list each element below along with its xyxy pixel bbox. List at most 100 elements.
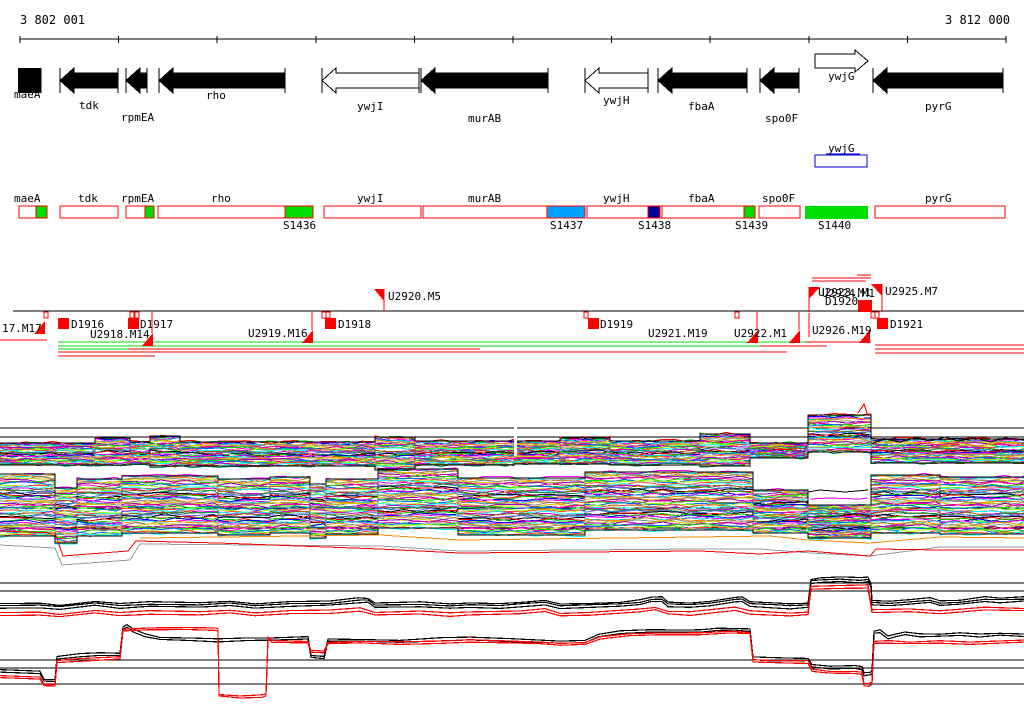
marker-U2924.M1[interactable]: U2924.M1: [822, 287, 875, 300]
gene-glyph[interactable]: [158, 66, 286, 95]
gene-box-ywjH[interactable]: ywjH S1438: [586, 192, 671, 232]
marker-U2925.M7[interactable]: U2925.M7: [871, 284, 938, 312]
marker-flag-icon[interactable]: [871, 284, 882, 296]
marker-square-icon[interactable]: [877, 318, 888, 329]
marker-triangle-icon[interactable]: [789, 330, 800, 343]
probe-tick[interactable]: [734, 311, 740, 319]
marker-D1919[interactable]: D1919: [588, 318, 633, 331]
gene-box-label-rho: rho: [211, 192, 231, 205]
stray-trace: [0, 530, 1024, 557]
marker-label-D1916: D1916: [71, 318, 104, 331]
gene-box-label-maeA: maeA: [14, 192, 41, 205]
marker-label-D1917: D1917: [140, 318, 173, 331]
marker-D1917[interactable]: D1917: [128, 318, 173, 331]
probe-tick[interactable]: [870, 311, 876, 319]
profile-envelope: [0, 527, 1024, 544]
marker-flag-icon[interactable]: [809, 287, 820, 299]
gene-box-rect[interactable]: [874, 205, 1006, 219]
gene-box-tdk[interactable]: tdk: [59, 192, 119, 219]
profile-trace: [0, 414, 1024, 447]
probe-tick[interactable]: [321, 311, 327, 319]
ruler-end-label: 3 812 000: [945, 13, 1011, 27]
probe-tick[interactable]: [134, 311, 140, 319]
gene-box-fbaA[interactable]: fbaA S1439: [661, 192, 768, 232]
segment-block[interactable]: [805, 206, 868, 219]
marker-U2922.M1[interactable]: U2922.M1: [734, 312, 800, 343]
gene-arrow-spo0F[interactable]: spo0F: [759, 66, 800, 125]
gene-arrow-maeA[interactable]: maeA: [14, 68, 42, 101]
probe-tick[interactable]: [43, 311, 49, 319]
marker-U2923.M1[interactable]: U2923.M1: [808, 286, 871, 312]
gene-arrow-fbaA[interactable]: fbaA: [657, 66, 748, 113]
marker-D1916[interactable]: D1916: [58, 318, 104, 331]
gene-box-rect[interactable]: [758, 205, 801, 219]
gene-box-spo0F[interactable]: spo0F: [758, 192, 801, 219]
probe-tick[interactable]: [874, 311, 880, 319]
gene-arrow-murAB[interactable]: murAB: [420, 66, 549, 125]
marker-square-icon[interactable]: [58, 318, 69, 329]
gene-box-label-pyrG: pyrG: [925, 192, 952, 205]
marker-label-U2918.M14: U2918.M14: [90, 328, 150, 341]
marker-D1920[interactable]: D1920: [825, 295, 872, 312]
gene-box-rho[interactable]: rho S1436: [157, 192, 316, 232]
gene-glyph[interactable]: [420, 66, 549, 95]
marker-square-icon[interactable]: [128, 318, 139, 329]
marker-flag-icon[interactable]: [374, 289, 384, 301]
gene-arrow-pyrG[interactable]: pyrG: [872, 66, 1004, 113]
marker-D1921[interactable]: D1921: [877, 318, 923, 331]
profile-trace: [0, 430, 1024, 456]
marker-triangle-icon[interactable]: [302, 330, 313, 343]
gene-box-maeA[interactable]: maeA: [14, 192, 48, 219]
marker-17.M17[interactable]: 17.M17: [2, 321, 45, 335]
gene-box-murAB[interactable]: murAB S1437: [422, 192, 586, 232]
gene-glyph[interactable]: [872, 66, 1004, 95]
marker-label-17.M17: 17.M17: [2, 322, 42, 335]
marker-U2918.M14[interactable]: U2918.M14: [90, 312, 153, 346]
marker-U2921.M19[interactable]: U2921.M19: [648, 312, 758, 343]
gene-box-rpmEA[interactable]: rpmEA: [121, 192, 155, 219]
marker-U2919.M16[interactable]: U2919.M16: [248, 312, 313, 343]
marker-square-icon[interactable]: [588, 318, 599, 329]
gene-glyph[interactable]: [59, 66, 119, 95]
gene-label-ywjH: ywjH: [603, 94, 630, 107]
gene-glyph[interactable]: [321, 66, 420, 95]
marker-U2926.M19[interactable]: U2926.M19: [808, 313, 872, 343]
marker-label-U2925.M7: U2925.M7: [885, 285, 938, 298]
marker-D1918[interactable]: D1918: [325, 318, 371, 331]
marker-triangle-icon[interactable]: [34, 321, 45, 334]
ruler-start-label: 3 802 001: [20, 13, 86, 27]
marker-square-icon[interactable]: [325, 318, 336, 329]
gene-glyph[interactable]: [759, 66, 800, 95]
profile-trace: [0, 425, 1024, 453]
marker-square-icon[interactable]: [858, 300, 872, 312]
gene-box-rect[interactable]: [59, 205, 119, 219]
marker-U2920.M5[interactable]: U2920.M5: [374, 289, 441, 311]
marker-triangle-icon[interactable]: [747, 330, 758, 343]
gene-glyph[interactable]: [584, 66, 649, 95]
marker-label-D1918: D1918: [338, 318, 371, 331]
marker-triangle-icon[interactable]: [142, 333, 153, 346]
gene-box-ywjI[interactable]: ywjI: [323, 192, 422, 219]
gene-arrow-ywjG[interactable]: ywjG: [814, 48, 869, 83]
ywjg-annotation-box[interactable]: [814, 154, 868, 168]
probe-tick[interactable]: [129, 311, 135, 319]
gene-glyph[interactable]: [657, 66, 748, 95]
gene-arrow-ywjI[interactable]: ywjI: [321, 66, 420, 113]
marker-triangle-icon[interactable]: [859, 330, 870, 343]
probe-tick[interactable]: [325, 311, 331, 319]
probe-tick[interactable]: [583, 311, 589, 319]
gene-arrow-rpmEA[interactable]: rpmEA: [121, 66, 154, 124]
gene-box-S1440[interactable]: S1440: [805, 206, 868, 232]
gene-arrow-tdk[interactable]: tdk: [59, 66, 119, 112]
ywjg-annotation[interactable]: ywjG: [814, 142, 868, 168]
gene-glyph[interactable]: [814, 48, 869, 74]
gene-arrow-rho[interactable]: rho: [158, 66, 286, 102]
gene-box-pyrG[interactable]: pyrG: [874, 192, 1006, 219]
gene-label-ywjI: ywjI: [357, 100, 384, 113]
gene-box-label-murAB: murAB: [468, 192, 501, 205]
gene-box-rect[interactable]: [323, 205, 422, 219]
gene-glyph[interactable]: [18, 68, 41, 93]
gene-glyph[interactable]: [125, 66, 148, 95]
gene-box-rect[interactable]: [661, 205, 756, 219]
gene-arrow-ywjH[interactable]: ywjH: [584, 66, 649, 107]
